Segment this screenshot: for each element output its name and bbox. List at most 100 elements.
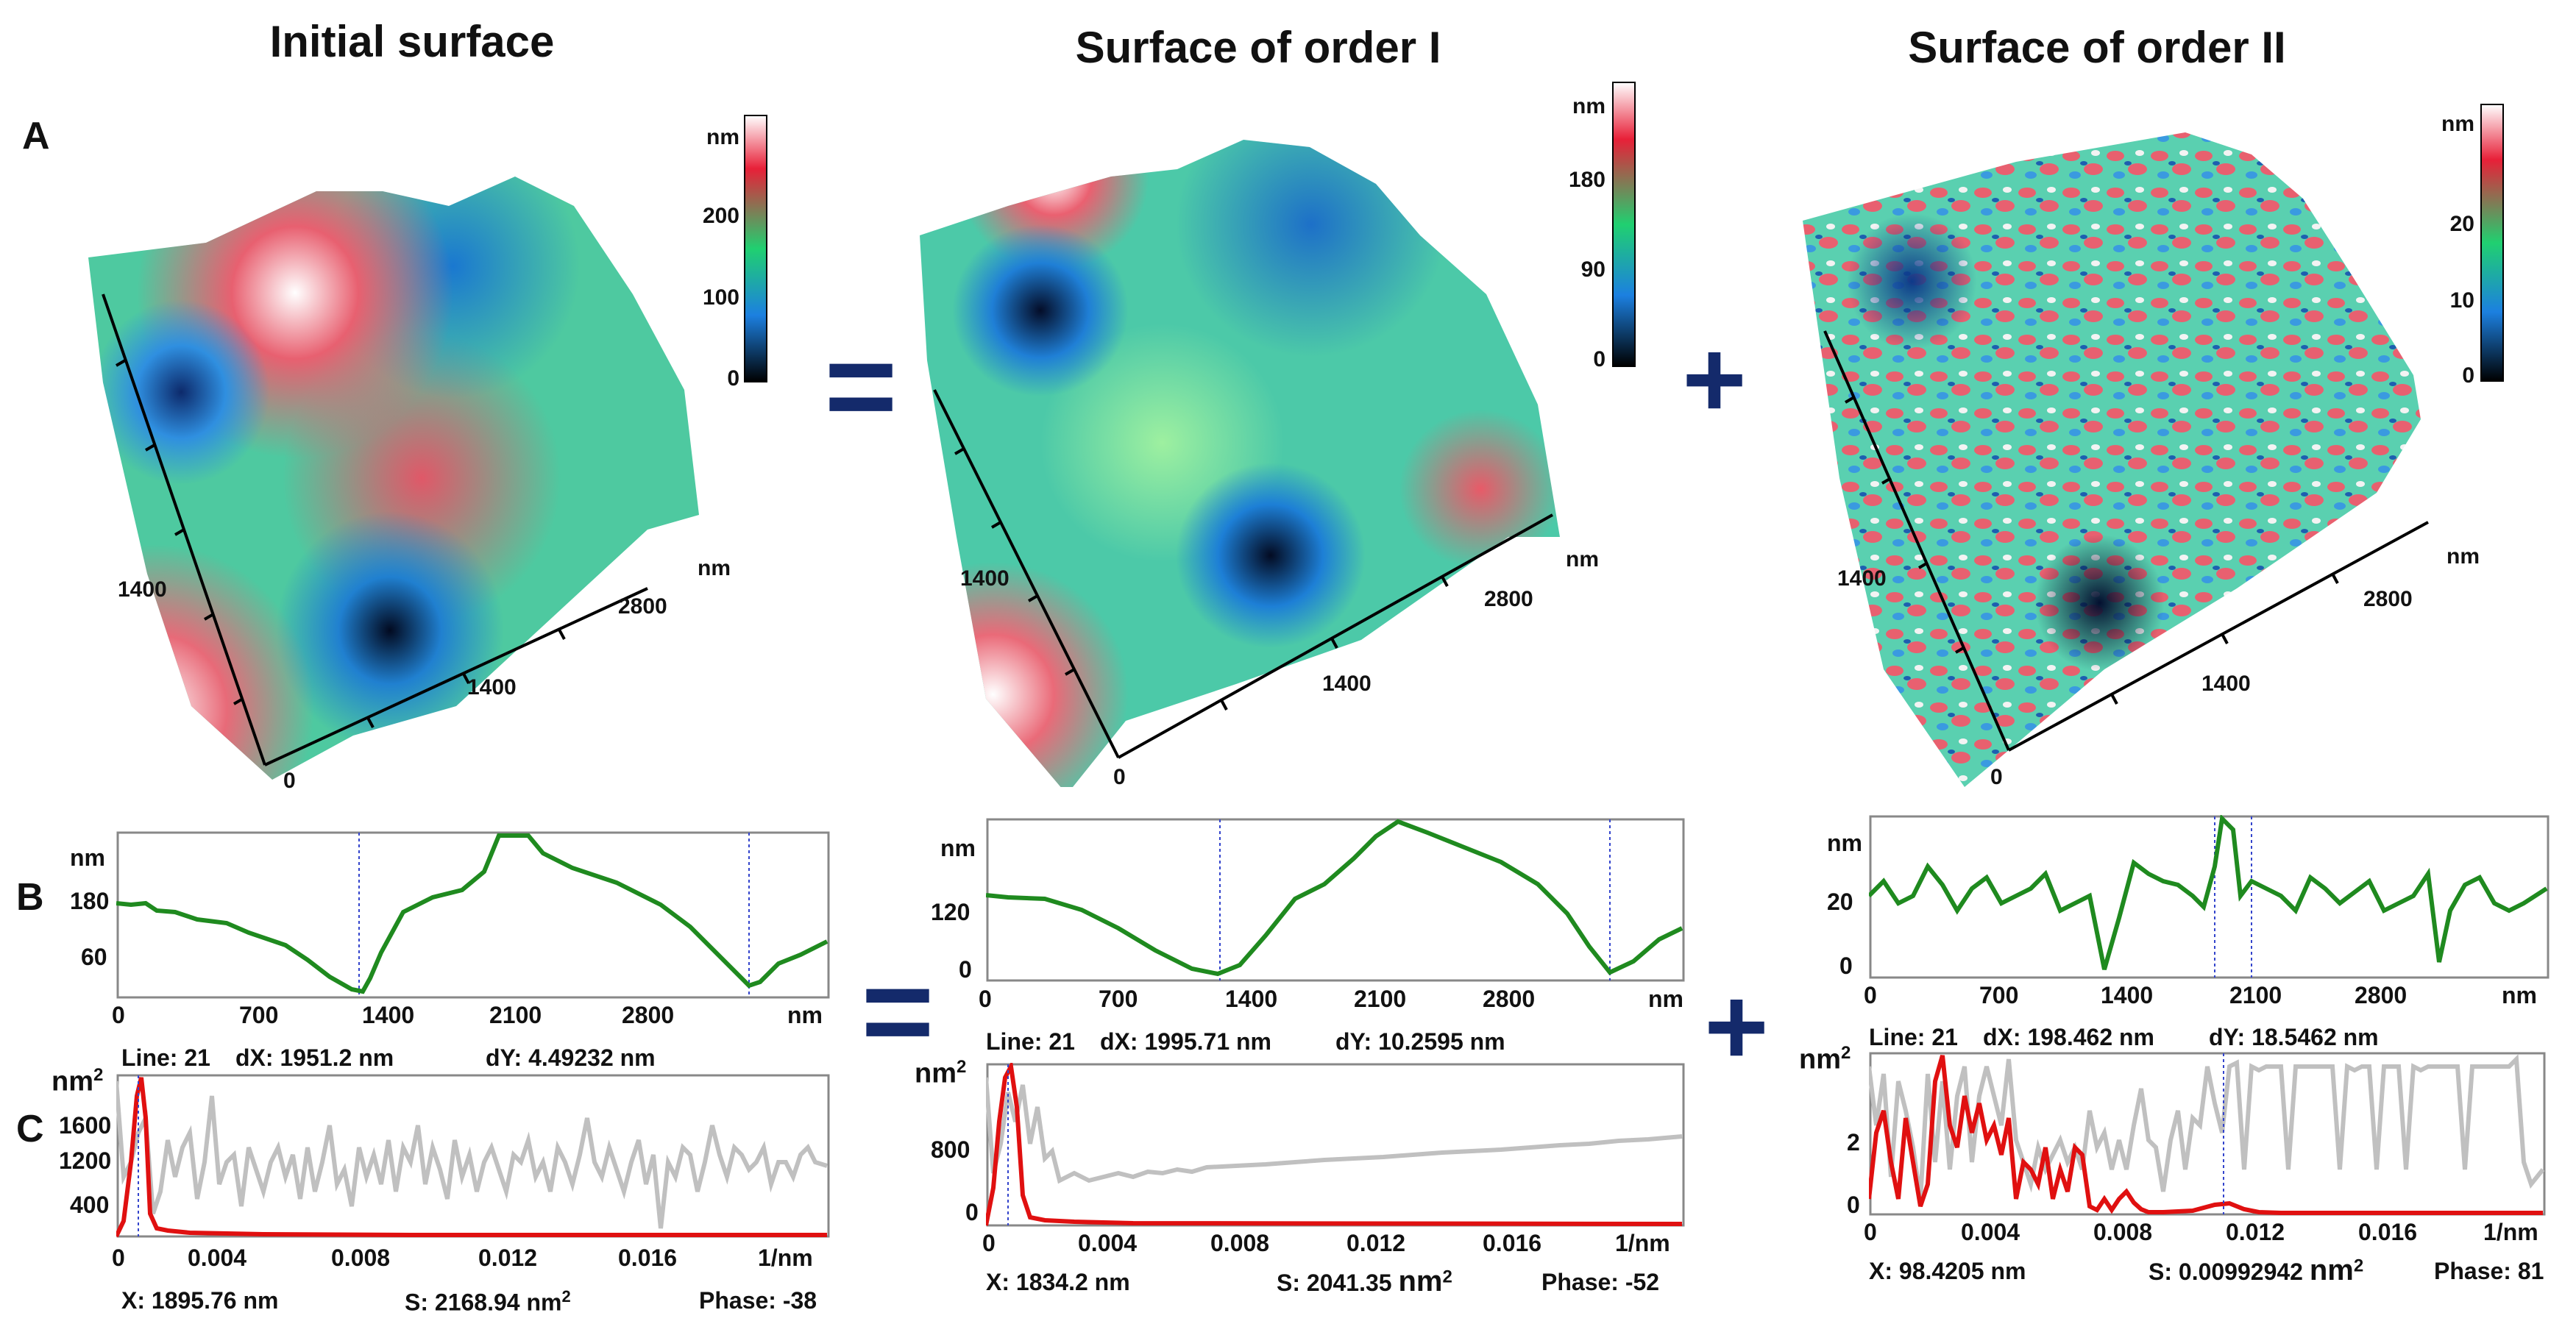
spectrum3-y-unit-sup: 2 (1841, 1043, 1851, 1063)
spectrum3-x-unit: 1/nm (2483, 1219, 2538, 1245)
profile1-x-tick-2800: 2800 (622, 1002, 675, 1028)
spectrum3-x-tick-0.016: 0.016 (2358, 1219, 2418, 1245)
row-label-a: A (22, 115, 50, 157)
profile3-x-unit: nm (2502, 982, 2537, 1008)
plus-sign-row-b: + (1704, 964, 1769, 1088)
profile3-x-tick-2100: 2100 (2229, 982, 2282, 1008)
spectrum2-x-readout: X: 1834.2 nm (986, 1269, 1130, 1295)
spectrum3-y-tick-2: 2 (1847, 1129, 1860, 1156)
colorbar3-tick-0: 0 (2462, 363, 2474, 388)
profile-chart-order-2 (1869, 815, 2550, 979)
surface3-x-tick-1: 1400 (2201, 672, 2251, 696)
profile2-x-tick-1400: 1400 (1225, 986, 1278, 1012)
profile1-dy: dY: 4.49232 nm (486, 1044, 656, 1071)
profile2-x-tick-2100: 2100 (1354, 986, 1407, 1012)
spectrum2-x-tick-0: 0 (982, 1230, 996, 1256)
spectrum3-s-text: S: 0.00992942 (2149, 1259, 2303, 1285)
surface3-unit: nm (2447, 544, 2480, 569)
profile1-y-unit: nm (70, 844, 105, 871)
spectrum3-s-readout: S: 0.00992942 nm2 (2149, 1254, 2363, 1287)
profile1-x-tick-1400: 1400 (362, 1002, 415, 1028)
surface1-y-tick: 1400 (118, 577, 167, 602)
colorbar3-unit: nm (2441, 112, 2474, 136)
surface2-x-tick-1: 1400 (1322, 672, 1372, 696)
spectrum1-x-unit: 1/nm (758, 1245, 813, 1271)
colorbar2-tick-0: 0 (1593, 347, 1605, 371)
surface3-y-tick: 1400 (1837, 566, 1887, 591)
profile2-x-tick-0: 0 (979, 986, 992, 1012)
equals-sign-row-a: = (824, 316, 898, 456)
colorbar2-unit: nm (1572, 94, 1605, 118)
spectrum2-x-tick-0.012: 0.012 (1346, 1230, 1406, 1256)
surface-3d-order-2 (1803, 132, 2429, 787)
surface3-origin: 0 (1990, 765, 2003, 789)
profile3-y-unit: nm (1827, 830, 1862, 856)
surface-3d-order-1 (920, 140, 1560, 787)
spectrum3-s-unit: nm (2309, 1254, 2354, 1286)
colorbar3-tick-10: 10 (2449, 288, 2474, 313)
profile1-x-unit: nm (787, 1002, 823, 1028)
spectrum1-x-tick-0: 0 (112, 1245, 125, 1271)
row-label-b: B (16, 876, 44, 919)
profile-chart-initial (116, 831, 830, 999)
spectrum2-y-tick-800: 800 (931, 1136, 971, 1163)
profile2-line: Line: 21 (986, 1028, 1075, 1055)
surface3-x-tick-2: 2800 (2363, 587, 2413, 611)
profile3-y-tick-20: 20 (1827, 889, 1853, 915)
spectrum1-y-unit-sup: 2 (93, 1065, 104, 1085)
profile2-x-tick-700: 700 (1099, 986, 1138, 1012)
profile3-dx: dX: 198.462 nm (1983, 1024, 2154, 1050)
colorbar1-tick-200: 200 (702, 204, 739, 228)
profile3-x-tick-1400: 1400 (2101, 982, 2154, 1008)
spectrum3-y-unit: nm2 (1799, 1043, 1851, 1076)
colorbar3-tick-20: 20 (2449, 212, 2474, 236)
profile2-x-tick-2800: 2800 (1483, 986, 1536, 1012)
profile2-x-unit: nm (1648, 986, 1683, 1012)
spectrum2-y-unit-sup: 2 (957, 1057, 967, 1077)
spectrum2-x-tick-0.016: 0.016 (1483, 1230, 1542, 1256)
surface1-x-tick-1: 1400 (467, 675, 517, 699)
spectrum1-y-unit: nm2 (52, 1065, 103, 1098)
spectrum2-y-unit-text: nm (915, 1058, 957, 1089)
profile1-x-tick-2100: 2100 (489, 1002, 542, 1028)
spectrum2-x-tick-0.008: 0.008 (1210, 1230, 1270, 1256)
profile3-x-tick-700: 700 (1979, 982, 2019, 1008)
profile3-line: Line: 21 (1869, 1024, 1958, 1050)
spectrum3-x-tick-0: 0 (1864, 1219, 1877, 1245)
spectrum1-y-tick-1200: 1200 (59, 1147, 112, 1174)
spectrum1-x-tick-0.016: 0.016 (618, 1245, 678, 1271)
spectrum1-y-tick-1600: 1600 (59, 1112, 112, 1139)
profile2-dx: dX: 1995.71 nm (1100, 1028, 1271, 1055)
spectrum1-x-tick-0.008: 0.008 (331, 1245, 391, 1271)
profile1-x-tick-700: 700 (239, 1002, 279, 1028)
spectrum2-phase: Phase: -52 (1541, 1269, 1660, 1295)
spectrum2-x-tick-0.004: 0.004 (1078, 1230, 1138, 1256)
spectrum3-y-tick-0: 0 (1847, 1192, 1860, 1218)
spectrum2-s-readout: S: 2041.35 nm2 (1277, 1265, 1452, 1298)
spectrum2-y-unit: nm2 (915, 1057, 966, 1090)
spectrum2-s-sup: 2 (1442, 1267, 1452, 1287)
surface1-origin: 0 (283, 769, 296, 793)
colorbar-order-1 (1612, 82, 1636, 367)
spectrum2-y-tick-0: 0 (965, 1199, 979, 1225)
profile2-y-tick-120: 120 (931, 899, 971, 925)
equals-sign-row-b: = (861, 941, 934, 1081)
profile2-dy: dY: 10.2595 nm (1335, 1028, 1505, 1055)
colorbar1-tick-100: 100 (702, 285, 739, 310)
colorbar-order-2 (2480, 104, 2504, 382)
spectrum1-x-tick-0.012: 0.012 (478, 1245, 538, 1271)
plus-sign-row-a: + (1682, 317, 1747, 441)
spectrum-chart-order-1 (986, 1063, 1685, 1227)
colorbar2-tick-90: 90 (1580, 257, 1605, 282)
spectrum3-x-tick-0.008: 0.008 (2093, 1219, 2153, 1245)
spectrum3-s-sup: 2 (2353, 1256, 2364, 1276)
colorbar1-unit: nm (706, 125, 739, 149)
profile1-line: Line: 21 (121, 1044, 210, 1071)
title-initial-surface: Initial surface (269, 17, 555, 66)
surface2-x-tick-2: 2800 (1484, 587, 1533, 611)
spectrum3-x-readout: X: 98.4205 nm (1869, 1258, 2026, 1284)
surface1-unit: nm (698, 556, 731, 580)
spectrum1-s-sup: 2 (561, 1287, 571, 1306)
spectrum3-phase: Phase: 81 (2434, 1258, 2544, 1284)
profile1-y-tick-60: 60 (81, 944, 107, 970)
